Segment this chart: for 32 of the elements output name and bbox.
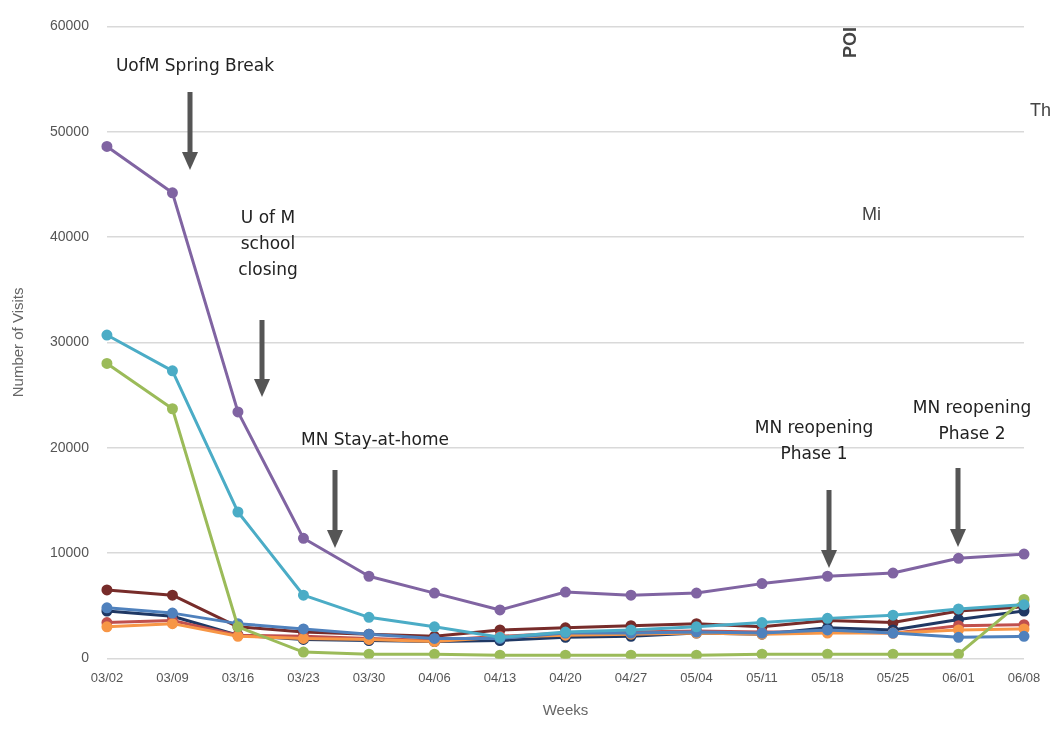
annotation: UofM Spring Break — [115, 54, 275, 77]
y-tick-label: 30000 — [49, 333, 90, 350]
x-tick-label: 05/11 — [746, 669, 778, 685]
y-tick-label: 50000 — [49, 122, 90, 139]
x-tick-label: 05/04 — [680, 669, 713, 685]
x-tick-label: 03/02 — [90, 669, 124, 685]
annotation: U of M school closing — [238, 206, 298, 281]
annotation: POI — [840, 26, 861, 58]
x-tick-label: 05/25 — [876, 669, 910, 685]
y-tick-label: 60000 — [49, 17, 90, 34]
annotation: MN Stay-at-home — [301, 428, 449, 451]
x-tick-label: 03/23 — [287, 669, 320, 685]
annotation: Mi — [862, 204, 881, 225]
y-tick-label: 20000 — [49, 438, 90, 455]
y-axis-title: Number of Visits — [9, 287, 27, 398]
x-tick-label: 03/30 — [352, 669, 386, 685]
annotation: MN reopening Phase 1 — [754, 416, 874, 465]
x-tick-label: 05/18 — [811, 669, 844, 685]
x-axis-title: Weeks — [542, 701, 589, 719]
text: Th — [1030, 100, 1052, 121]
y-tick-label: 0 — [81, 649, 90, 666]
x-tick-label: 06/08 — [1007, 669, 1041, 685]
x-tick-label: 04/13 — [483, 669, 517, 685]
x-tick-label: 03/09 — [156, 669, 189, 685]
x-tick-label: 04/27 — [614, 669, 648, 685]
y-tick-label: 40000 — [49, 227, 90, 244]
x-tick-label: 03/16 — [221, 669, 255, 685]
y-tick-label: 10000 — [49, 543, 90, 560]
x-tick-label: 06/01 — [942, 669, 975, 685]
annotation: MN reopening Phase 2 — [912, 396, 1032, 445]
x-tick-label: 04/20 — [549, 669, 582, 685]
x-tick-label: 04/06 — [418, 669, 451, 685]
